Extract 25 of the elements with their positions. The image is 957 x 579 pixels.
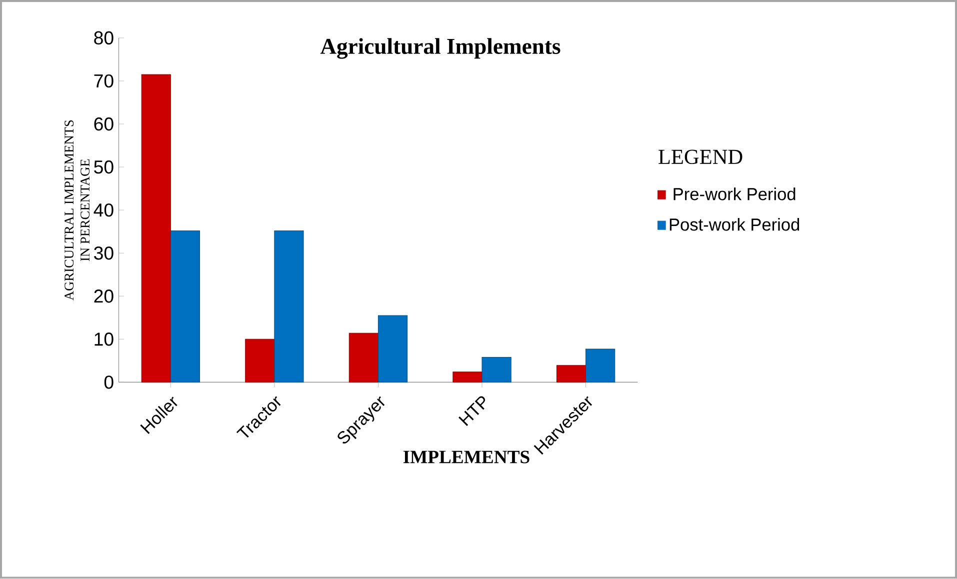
y-tick-label: 10 — [94, 332, 114, 346]
bar — [141, 74, 171, 383]
bar — [274, 230, 304, 383]
legend-title: LEGEND — [658, 150, 742, 164]
bar — [245, 339, 275, 383]
bar — [170, 230, 200, 383]
y-tick-label: 70 — [94, 74, 114, 88]
x-axis-title: IMPLEMENTS — [403, 450, 530, 464]
bar — [452, 372, 482, 383]
bar — [348, 332, 378, 383]
bar — [482, 357, 512, 383]
bar — [556, 365, 586, 383]
y-tick-label: 40 — [94, 204, 114, 217]
legend-label: Pre-work Period — [674, 188, 796, 200]
bar — [586, 348, 616, 383]
y-tick-label: 20 — [94, 290, 114, 303]
y-tick-label: 50 — [94, 160, 114, 174]
chart-title: Agricultural Implements — [320, 38, 560, 59]
y-tick-label: 80 — [94, 31, 114, 45]
y-tick-label: 30 — [94, 246, 114, 260]
y-tick-label: 60 — [94, 117, 114, 131]
legend-label: Post-work Period — [670, 218, 800, 231]
y-tick-label: 0 — [104, 376, 114, 389]
bar — [378, 315, 408, 383]
y-axis-title: AGRICULTRAL IMPLEMENTS IN PERCENTAGE — [64, 120, 90, 301]
